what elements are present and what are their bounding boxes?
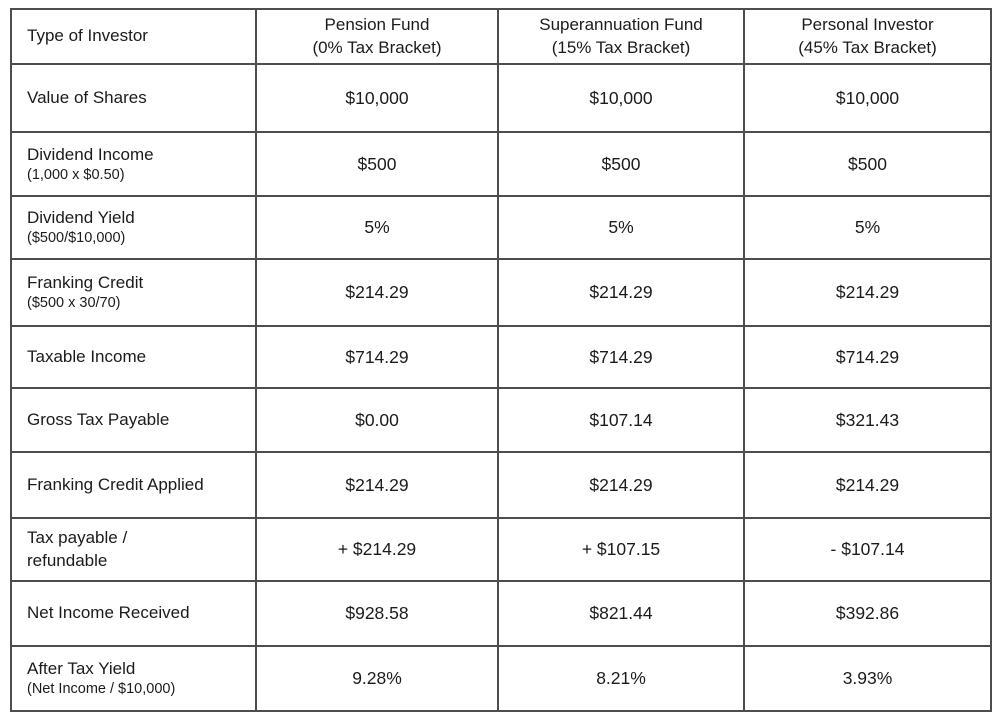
cell-value: $392.86 — [743, 580, 992, 647]
header-line1: Pension Fund — [324, 15, 430, 35]
table-row-gross-tax-payable: Gross Tax Payable $0.00 $107.14 $321.43 — [10, 387, 992, 453]
row-label: After Tax Yield — [27, 659, 136, 679]
row-label-sub: (Net Income / $10,000) — [27, 681, 176, 698]
table-row-net-income-received: Net Income Received $928.58 $821.44 $392… — [10, 580, 992, 647]
cell-value: $321.43 — [743, 387, 992, 453]
row-label: Franking Credit Applied — [10, 451, 257, 519]
franking-credit-comparison-table: Type of Investor Pension Fund (0% Tax Br… — [10, 8, 992, 712]
cell-value: 5% — [497, 195, 745, 260]
cell-value: $107.14 — [497, 387, 745, 453]
row-label-sub: ($500 x 30/70) — [27, 295, 121, 312]
table-row-franking-credit: Franking Credit ($500 x 30/70) $214.29 $… — [10, 258, 992, 327]
cell-value: 8.21% — [497, 645, 745, 712]
header-line2: (45% Tax Bracket) — [798, 37, 937, 57]
cell-value: $214.29 — [743, 451, 992, 519]
cell-value: $500 — [255, 131, 499, 197]
cell-value: $10,000 — [255, 63, 499, 133]
cell-value: 5% — [743, 195, 992, 260]
cell-value: $0.00 — [255, 387, 499, 453]
row-label: Value of Shares — [10, 63, 257, 133]
cell-value: $821.44 — [497, 580, 745, 647]
cell-value: + $214.29 — [255, 517, 499, 582]
header-line1: Personal Investor — [801, 15, 934, 35]
cell-value: $714.29 — [255, 325, 499, 389]
row-label-sub: ($500/$10,000) — [27, 230, 126, 247]
cell-value: $214.29 — [497, 451, 745, 519]
cell-value: $214.29 — [743, 258, 992, 327]
header-pension-fund: Pension Fund (0% Tax Bracket) — [255, 8, 499, 65]
cell-value: $214.29 — [255, 451, 499, 519]
cell-value: - $107.14 — [743, 517, 992, 582]
cell-value: $10,000 — [497, 63, 745, 133]
cell-value: $714.29 — [497, 325, 745, 389]
table-row-franking-credit-applied: Franking Credit Applied $214.29 $214.29 … — [10, 451, 992, 519]
cell-value: $500 — [743, 131, 992, 197]
header-line2: (15% Tax Bracket) — [551, 37, 691, 57]
header-superannuation-fund: Superannuation Fund (15% Tax Bracket) — [497, 8, 745, 65]
header-line2: (0% Tax Bracket) — [312, 37, 442, 57]
row-label: Gross Tax Payable — [10, 387, 257, 453]
row-label-line2: refundable — [27, 550, 108, 570]
table-row-dividend-yield: Dividend Yield ($500/$10,000) 5% 5% 5% — [10, 195, 992, 260]
header-row: Type of Investor Pension Fund (0% Tax Br… — [10, 8, 992, 65]
row-label-sub: (1,000 x $0.50) — [27, 166, 125, 183]
table-row-tax-payable-refundable: Tax payable / refundable + $214.29 + $10… — [10, 517, 992, 582]
cell-value: $214.29 — [497, 258, 745, 327]
table-row-dividend-income: Dividend Income (1,000 x $0.50) $500 $50… — [10, 131, 992, 197]
row-label: Tax payable / — [27, 528, 128, 548]
cell-value: $714.29 — [743, 325, 992, 389]
table-row-value-of-shares: Value of Shares $10,000 $10,000 $10,000 — [10, 63, 992, 133]
header-line1: Superannuation Fund — [539, 15, 703, 35]
row-label: Dividend Yield — [27, 208, 135, 228]
cell-value: 3.93% — [743, 645, 992, 712]
row-label: Taxable Income — [10, 325, 257, 389]
cell-value: $500 — [497, 131, 745, 197]
cell-value: $214.29 — [255, 258, 499, 327]
cell-value: $10,000 — [743, 63, 992, 133]
cell-value: + $107.15 — [497, 517, 745, 582]
row-label: Franking Credit — [27, 273, 144, 293]
cell-value: 5% — [255, 195, 499, 260]
header-personal-investor: Personal Investor (45% Tax Bracket) — [743, 8, 992, 65]
table-row-taxable-income: Taxable Income $714.29 $714.29 $714.29 — [10, 325, 992, 389]
cell-value: $928.58 — [255, 580, 499, 647]
row-label: Dividend Income — [27, 144, 154, 164]
header-type-of-investor: Type of Investor — [10, 8, 257, 65]
tax-comparison-table-wrapper: Type of Investor Pension Fund (0% Tax Br… — [10, 8, 992, 712]
row-label: Net Income Received — [10, 580, 257, 647]
cell-value: 9.28% — [255, 645, 499, 712]
table-row-after-tax-yield: After Tax Yield (Net Income / $10,000) 9… — [10, 645, 992, 712]
